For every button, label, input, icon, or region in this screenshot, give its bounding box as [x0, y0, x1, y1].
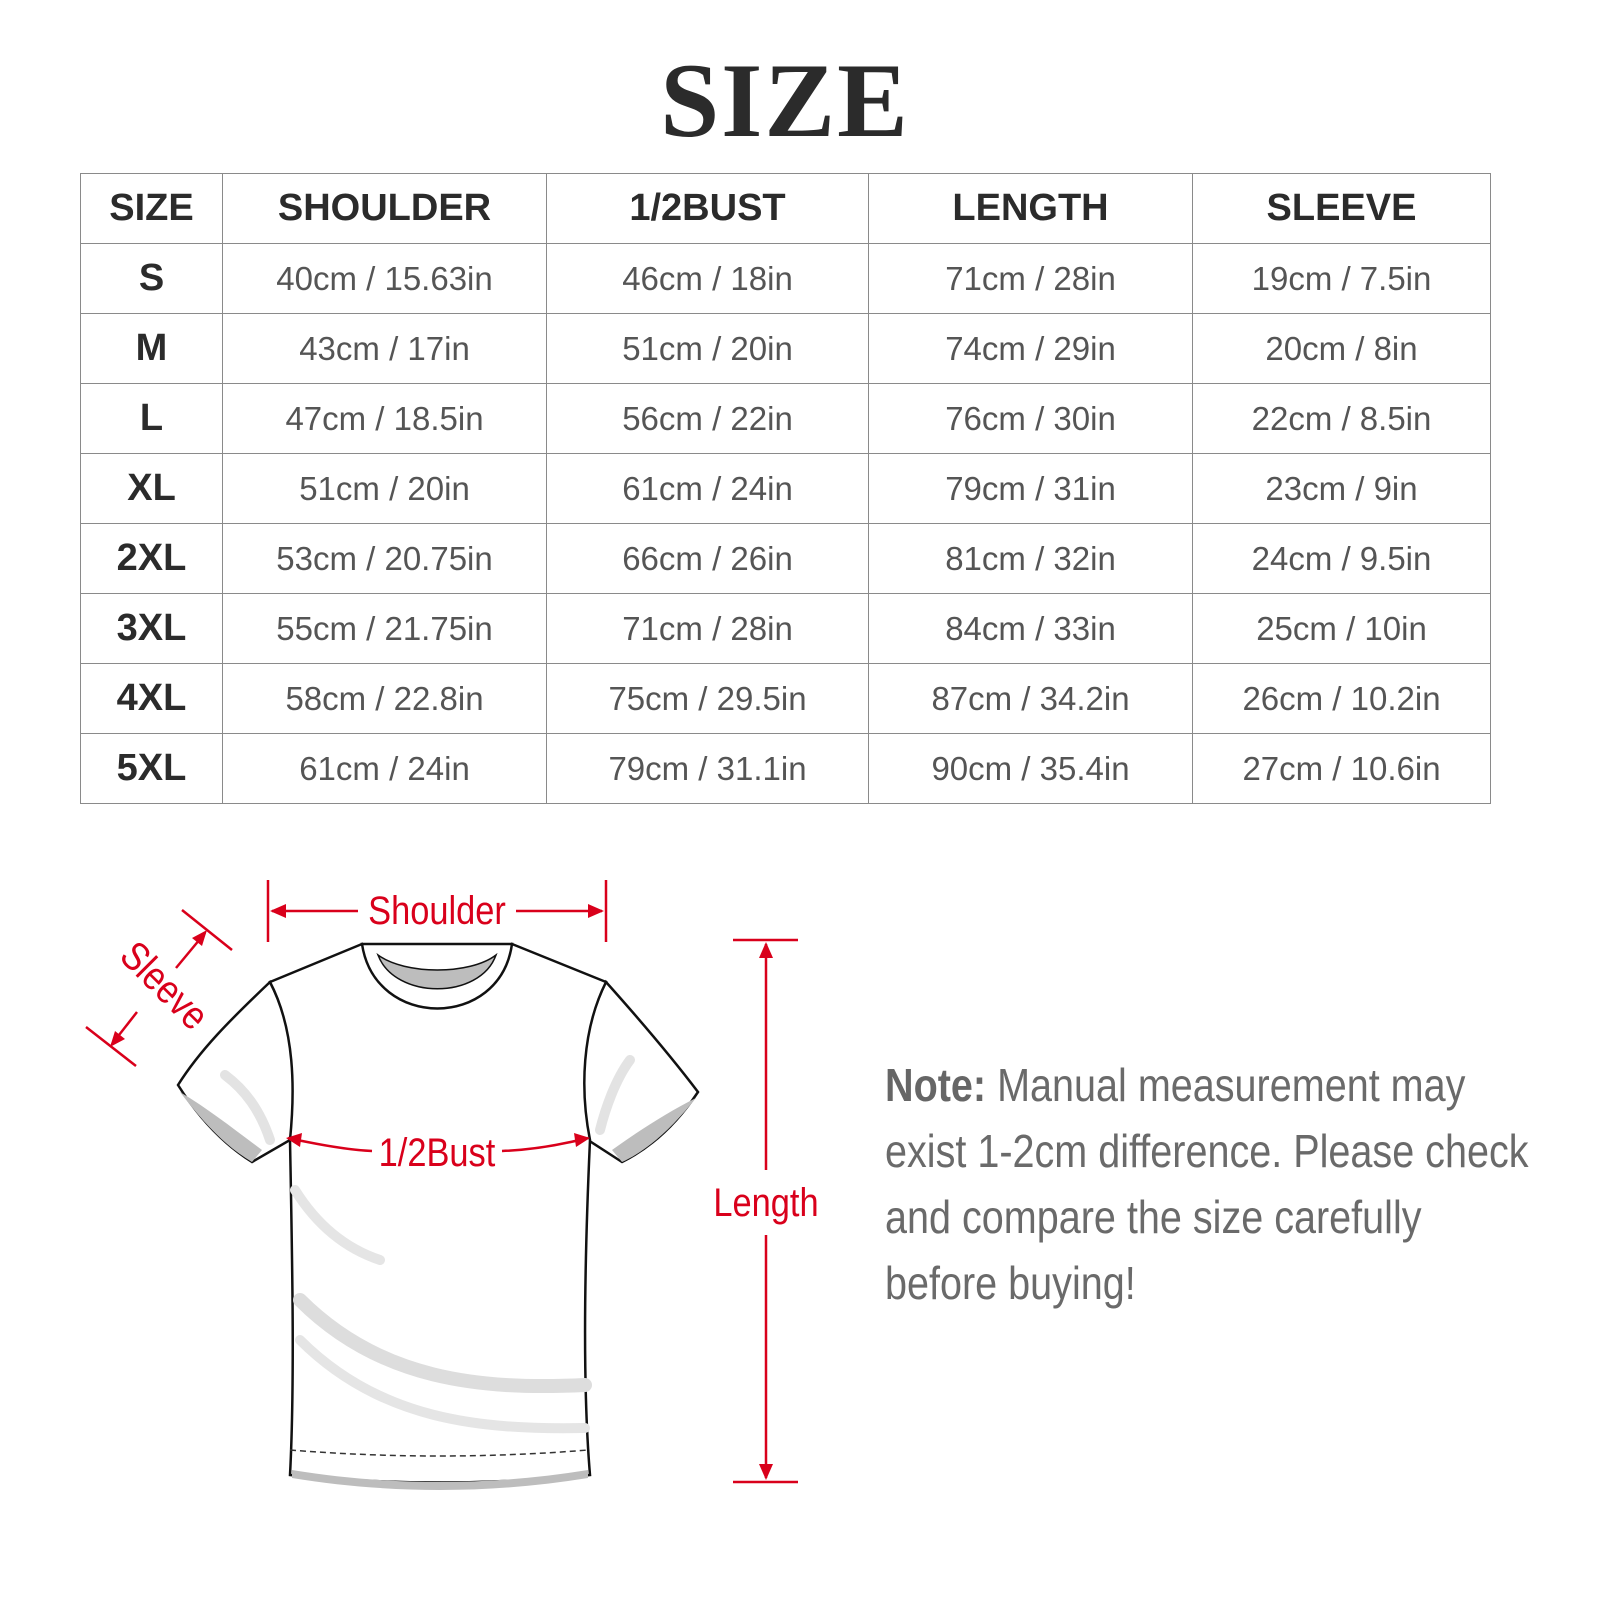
cell-size: 3XL: [80, 593, 223, 664]
measurement-note: Note: Manual measurement may exist 1-2cm…: [885, 1052, 1539, 1316]
note-label: Note:: [885, 1059, 987, 1111]
table-row: L 47cm / 18.5in 56cm / 22in 76cm / 30in 22cm…: [80, 383, 1491, 454]
tshirt-illustration: [176, 942, 700, 1490]
cell-size: L: [80, 383, 223, 454]
cell-shoulder: 51cm / 20in: [222, 453, 547, 524]
table-row: M 43cm / 17in 51cm / 20in 74cm / 29in 20cm /…: [80, 313, 1491, 384]
table-row: 2XL 53cm / 20.75in 66cm / 26in 81cm / 32in 2…: [80, 523, 1491, 594]
cell-shoulder: 40cm / 15.63in: [222, 243, 547, 314]
table-header-row: SIZE SHOULDER 1/2BUST LENGTH SLEEVE: [80, 173, 1491, 244]
arrow-icon: [759, 1464, 773, 1480]
cell-shoulder: 43cm / 17in: [222, 313, 547, 384]
table-row: S 40cm / 15.63in 46cm / 18in 71cm / 28in 19c…: [80, 243, 1491, 314]
cell-sleeve: 24cm / 9.5in: [1192, 523, 1491, 594]
length-label: Length: [713, 1180, 818, 1225]
cell-bust: 56cm / 22in: [546, 383, 869, 454]
page-title: SIZE: [660, 42, 910, 159]
cell-shoulder: 55cm / 21.75in: [222, 593, 547, 664]
cell-bust: 75cm / 29.5in: [546, 663, 869, 734]
cell-bust: 66cm / 26in: [546, 523, 869, 594]
cell-bust: 79cm / 31.1in: [546, 733, 869, 804]
cell-length: 76cm / 30in: [868, 383, 1193, 454]
table-row: XL 51cm / 20in 61cm / 24in 79cm / 31in 23cm …: [80, 453, 1491, 524]
cell-shoulder: 53cm / 20.75in: [222, 523, 547, 594]
shoulder-label: Shoulder: [368, 888, 506, 933]
cell-size: S: [80, 243, 223, 314]
header-length: LENGTH: [868, 173, 1193, 244]
table-row: 4XL 58cm / 22.8in 75cm / 29.5in 87cm / 34.2…: [80, 663, 1491, 734]
header-size: SIZE: [80, 173, 223, 244]
header-sleeve: SLEEVE: [1192, 173, 1491, 244]
cell-sleeve: 25cm / 10in: [1192, 593, 1491, 664]
bust-label: 1/2Bust: [379, 1130, 496, 1175]
header-bust: 1/2BUST: [546, 173, 869, 244]
table-row: 3XL 55cm / 21.75in 71cm / 28in 84cm / 33in 2…: [80, 593, 1491, 664]
table-row: 5XL 61cm / 24in 79cm / 31.1in 90cm / 35.4in…: [80, 733, 1491, 804]
cell-length: 74cm / 29in: [868, 313, 1193, 384]
cell-size: 4XL: [80, 663, 223, 734]
arrow-icon: [759, 942, 773, 958]
arrow-icon: [192, 930, 207, 946]
size-table: SIZE SHOULDER 1/2BUST LENGTH SLEEVE S 40c…: [80, 173, 1491, 804]
cell-length: 81cm / 32in: [868, 523, 1193, 594]
cell-bust: 51cm / 20in: [546, 313, 869, 384]
note-text: Manual measurement may exist 1-2cm diffe…: [885, 1059, 1529, 1309]
cell-size: 5XL: [80, 733, 223, 804]
cell-sleeve: 23cm / 9in: [1192, 453, 1491, 524]
cell-size: XL: [80, 453, 223, 524]
cell-shoulder: 58cm / 22.8in: [222, 663, 547, 734]
arrow-icon: [286, 1133, 302, 1147]
arrow-icon: [270, 904, 286, 918]
cell-sleeve: 26cm / 10.2in: [1192, 663, 1491, 734]
cell-sleeve: 27cm / 10.6in: [1192, 733, 1491, 804]
cell-bust: 46cm / 18in: [546, 243, 869, 314]
cell-bust: 71cm / 28in: [546, 593, 869, 664]
cell-shoulder: 61cm / 24in: [222, 733, 547, 804]
cell-length: 84cm / 33in: [868, 593, 1193, 664]
arrow-icon: [110, 1031, 125, 1047]
arrow-icon: [574, 1133, 590, 1147]
cell-sleeve: 22cm / 8.5in: [1192, 383, 1491, 454]
arrow-icon: [588, 904, 604, 918]
cell-length: 71cm / 28in: [868, 243, 1193, 314]
cell-length: 90cm / 35.4in: [868, 733, 1193, 804]
cell-sleeve: 20cm / 8in: [1192, 313, 1491, 384]
cell-bust: 61cm / 24in: [546, 453, 869, 524]
cell-sleeve: 19cm / 7.5in: [1192, 243, 1491, 314]
cell-size: M: [80, 313, 223, 384]
